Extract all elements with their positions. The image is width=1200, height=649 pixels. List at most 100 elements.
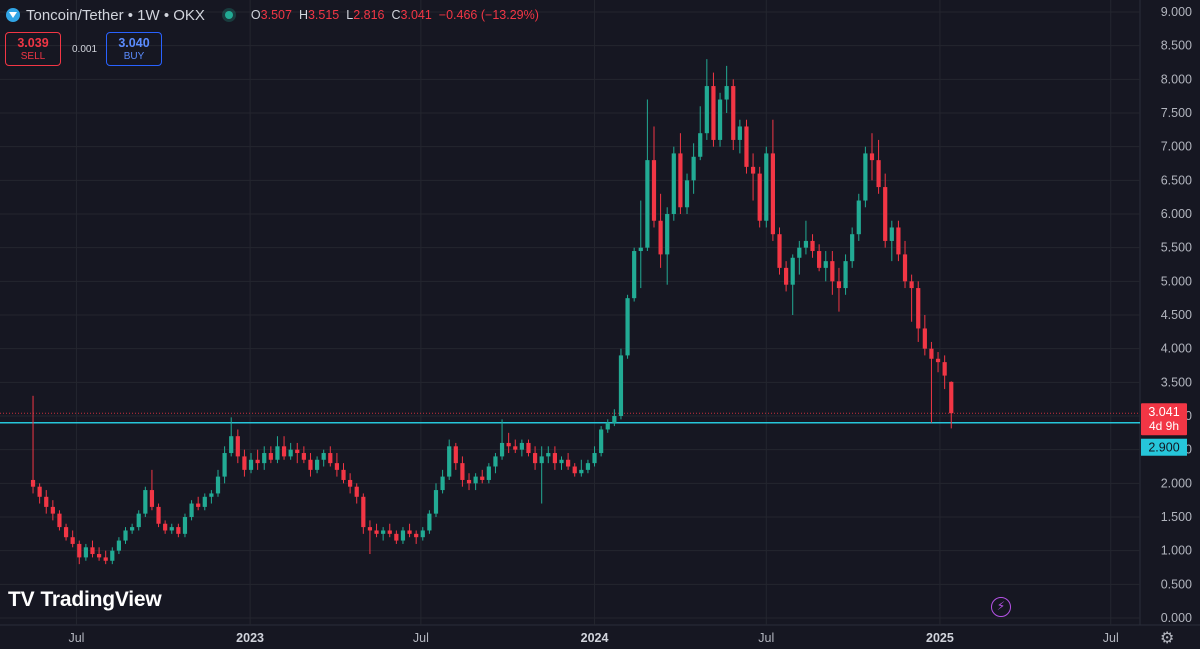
candle-body (836, 281, 842, 289)
candle (196, 496, 201, 511)
candle (949, 381, 954, 429)
ohlc-value: −0.466 (−13.29%) (438, 8, 539, 22)
price-tick-label: 7.000 (1161, 140, 1192, 154)
candle-body (942, 362, 947, 376)
candle (143, 486, 148, 517)
candle (896, 220, 901, 262)
candle-body (83, 547, 88, 558)
price-tick-label: 1.500 (1161, 510, 1192, 524)
time-tick-label: Jul (68, 631, 84, 645)
candle (136, 510, 141, 531)
candle-body (757, 173, 762, 221)
tradingview-logo[interactable]: TV TradingView (8, 588, 162, 612)
buy-price: 3.040 (118, 36, 150, 50)
candle (374, 523, 379, 538)
candle-body (460, 463, 465, 480)
buy-button[interactable]: 3.040 BUY (106, 32, 162, 66)
candle-body (103, 557, 108, 561)
candle (651, 126, 657, 228)
candle (473, 473, 478, 491)
candle (711, 72, 716, 147)
time-tick-label: Jul (1103, 631, 1119, 645)
candle-body (420, 530, 425, 538)
candle (229, 417, 234, 457)
candle (737, 119, 742, 154)
sell-label: SELL (20, 51, 46, 62)
candle-body (493, 456, 498, 467)
candle (579, 459, 584, 477)
candle-body (929, 348, 934, 359)
candle (103, 550, 108, 565)
candle (334, 453, 340, 477)
price-tick-label: 8.500 (1161, 39, 1192, 53)
candle-body (268, 453, 273, 460)
candle (176, 523, 181, 538)
candle (433, 483, 439, 517)
candle-body (803, 240, 809, 248)
time-axis[interactable]: Jul 2023 Jul 2024 Jul 2025 Jul (68, 631, 1118, 645)
candle (202, 493, 207, 511)
ohlc-value: 2.816 (353, 8, 385, 22)
candle-body (724, 86, 729, 100)
candle (645, 99, 650, 252)
candle-body (618, 355, 624, 416)
candle-body (717, 99, 723, 140)
candle-body (156, 506, 161, 524)
candle (552, 446, 558, 470)
ohlc-item: C3.041 (391, 8, 431, 22)
candle-body (506, 442, 511, 447)
candle-body (447, 446, 452, 477)
candle-body (922, 328, 927, 349)
candle (90, 540, 95, 558)
candle (717, 92, 723, 147)
candle-body (579, 469, 584, 474)
candle (215, 469, 221, 497)
ohlc-item: −0.466 (−13.29%) (439, 8, 539, 22)
candle (929, 341, 934, 423)
candle (248, 453, 254, 474)
candle (110, 547, 115, 565)
candle (50, 500, 55, 521)
candle-body (585, 463, 591, 470)
candle-body (215, 476, 221, 494)
time-tick-label: Jul (413, 631, 429, 645)
time-tick-label: 2024 (581, 631, 609, 645)
candle-body (110, 550, 115, 561)
symbol-title[interactable]: Toncoin/Tether • 1W • OKX (26, 6, 205, 24)
support-line-text: 2.900 (1148, 441, 1179, 455)
candle-body (116, 540, 122, 551)
candle-body (50, 506, 55, 514)
sell-button[interactable]: 3.039 SELL (5, 32, 61, 66)
candle (658, 193, 663, 268)
candle (44, 490, 49, 514)
candle-body (275, 446, 280, 460)
candle (381, 527, 386, 541)
candle (420, 527, 425, 541)
candle-body (810, 240, 815, 252)
candle-body (658, 220, 663, 255)
candle (843, 254, 848, 295)
candle-body (37, 486, 42, 497)
price-tick-label: 6.000 (1161, 207, 1192, 221)
tradingview-logo-text: TradingView (40, 588, 162, 611)
candle (916, 281, 921, 342)
lightning-icon[interactable]: ⚡ (991, 597, 1011, 617)
candle (803, 220, 809, 255)
candle (559, 456, 564, 470)
candle-body (248, 459, 254, 470)
candle (632, 247, 637, 302)
candle-body (341, 469, 346, 480)
price-axis[interactable]: 9.000 8.500 8.000 7.500 7.000 6.500 6.000 5.500… (1161, 5, 1192, 625)
ohlc-readout: O3.507 H3.515 L2.816 C3.041 −0.466 (−13.29%) (251, 8, 539, 22)
gear-icon[interactable]: ⚙ (1160, 630, 1175, 647)
candle-body (850, 234, 855, 262)
candle (790, 254, 795, 315)
candle-body (262, 453, 267, 464)
candle-body (883, 187, 888, 241)
candle (400, 527, 406, 544)
candle (116, 537, 122, 555)
candle (321, 449, 326, 467)
candle-body (889, 227, 894, 241)
candle (691, 143, 696, 194)
